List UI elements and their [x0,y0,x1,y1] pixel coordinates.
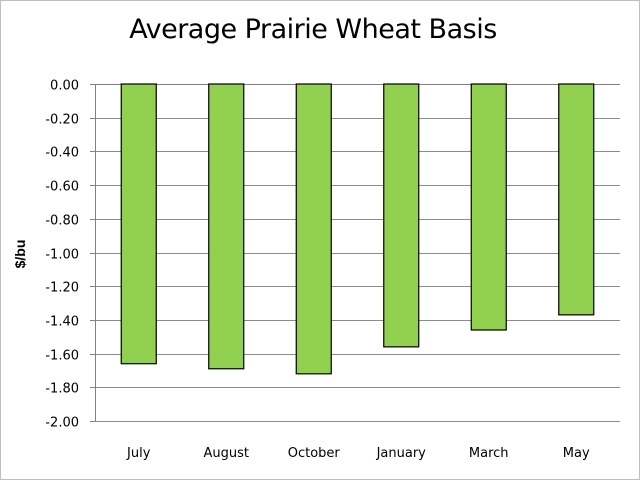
y-tick-label: -1.40 [45,315,79,330]
x-tick-label: March [469,446,509,461]
x-tick-label: August [204,446,250,461]
bar-may [558,83,595,316]
bar-january [383,83,420,348]
bar-august [208,83,245,370]
x-tick-label: January [376,446,427,461]
axes [90,84,620,422]
x-tick-labels: July August October January March May [126,446,590,461]
y-tick-label: -0.60 [45,180,79,195]
x-tick-label: October [288,446,341,461]
y-tick-label: -2.00 [45,416,79,431]
y-tick-label: -1.80 [45,382,79,397]
gridlines [95,84,620,422]
x-tick-label: May [563,446,590,461]
y-tick-label: -1.20 [45,281,79,296]
bars [120,83,595,375]
y-tick-label: -0.80 [45,214,79,229]
chart-title: Average Prairie Wheat Basis [129,14,497,45]
bar-july [120,83,157,365]
bar-march [470,83,507,331]
y-tick-label: -0.20 [45,113,79,128]
y-tick-label: -1.60 [45,349,79,364]
y-tick-label: -1.00 [45,248,79,263]
y-tick-label: -0.40 [45,146,79,161]
bar-october [295,83,332,375]
y-tick-labels: 0.00 -0.20 -0.40 -0.60 -0.80 -1.00 -1.20 -1.40 -… [45,79,79,431]
x-tick-label: July [126,446,151,461]
y-tick-label: 0.00 [50,79,79,94]
